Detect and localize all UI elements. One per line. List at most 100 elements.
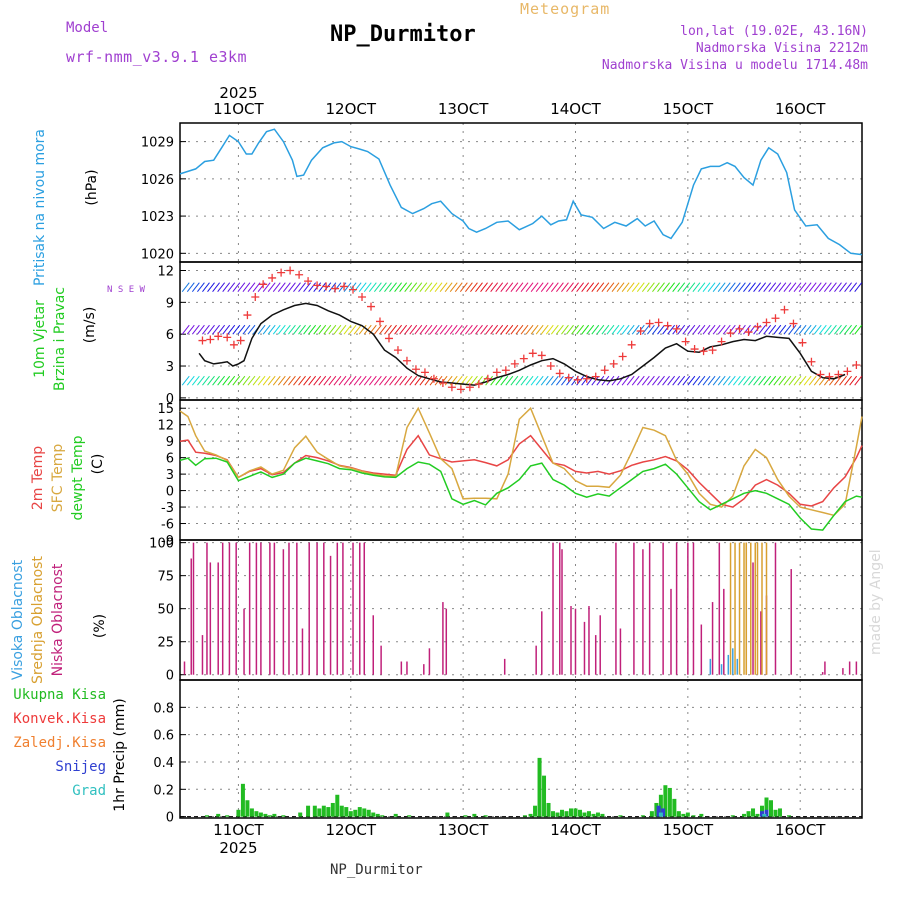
ytick-label-temperature: 9 bbox=[166, 435, 174, 450]
wind-barb bbox=[702, 282, 711, 293]
wind-barb bbox=[237, 375, 246, 386]
wind-gust-point bbox=[313, 281, 322, 290]
wind-barb bbox=[414, 324, 423, 335]
wind-gust-point bbox=[807, 357, 816, 366]
ytick-label-clouds: 100 bbox=[149, 537, 174, 552]
wind-barb bbox=[363, 282, 372, 293]
wind-barb bbox=[520, 282, 529, 293]
precip-bar-snijeg bbox=[760, 811, 765, 817]
wind-barb bbox=[611, 282, 620, 293]
wind-barb bbox=[748, 375, 756, 386]
wind-gust-point bbox=[816, 370, 825, 379]
wind-barb bbox=[722, 282, 731, 293]
wind-barb bbox=[631, 282, 640, 293]
wind-barb bbox=[748, 282, 756, 293]
wind-gust-point bbox=[717, 337, 726, 346]
wind-gust-point bbox=[519, 354, 528, 363]
wind-barb bbox=[652, 324, 660, 335]
precip-legend-item: Snijeg bbox=[55, 759, 106, 775]
xtick-label-bottom: 14OCT bbox=[550, 821, 601, 839]
wind-gust-point bbox=[708, 346, 717, 355]
wind-barb bbox=[444, 324, 453, 335]
wind-gust-point bbox=[277, 268, 286, 277]
wind-barb bbox=[849, 324, 858, 335]
wind-barb bbox=[753, 375, 761, 386]
wind-barb bbox=[475, 324, 483, 335]
precip-bar-ukupna-kisa bbox=[564, 811, 569, 817]
panel-frame-clouds bbox=[179, 539, 863, 681]
wind-barb bbox=[773, 324, 782, 335]
wind-barb bbox=[197, 375, 205, 386]
wind-barb bbox=[262, 282, 271, 293]
precip-ylabel: 1hr Precip (mm) bbox=[112, 698, 128, 811]
ytick-label-precip: 0.2 bbox=[153, 783, 174, 798]
wind-barb bbox=[328, 375, 337, 386]
wind-barb bbox=[566, 324, 574, 335]
wind-barb bbox=[464, 324, 473, 335]
wind-gust-point bbox=[690, 345, 699, 354]
xtick-label-bottom: 12OCT bbox=[326, 821, 377, 839]
wind-barb bbox=[454, 282, 463, 293]
wind-barb bbox=[191, 282, 200, 293]
wind-barb bbox=[561, 282, 569, 293]
wind-barb bbox=[464, 375, 473, 386]
precip-bar-ukupna-kisa bbox=[528, 813, 533, 817]
wind-barb bbox=[181, 282, 190, 293]
ytick-label-pressure: 1020 bbox=[141, 247, 174, 262]
wind-barb bbox=[434, 282, 443, 293]
wind-barb bbox=[288, 282, 296, 293]
wind-barb bbox=[409, 375, 418, 386]
wind-gust-point bbox=[251, 293, 260, 302]
wind-barb bbox=[778, 282, 787, 293]
wind-barb bbox=[823, 375, 832, 386]
wind-barb bbox=[379, 324, 387, 335]
wind-barb bbox=[667, 375, 676, 386]
cloud-yunit: (%) bbox=[92, 614, 108, 638]
precip-bar-ukupna-kisa bbox=[216, 813, 221, 817]
wind-barb bbox=[631, 324, 640, 335]
wind-barb bbox=[707, 282, 716, 293]
wind-barb bbox=[424, 324, 433, 335]
wind-gust-point bbox=[573, 375, 582, 384]
precip-bar-ukupna-kisa bbox=[204, 815, 209, 817]
wind-gust-point bbox=[771, 314, 780, 323]
precip-bar-snijeg bbox=[656, 805, 661, 817]
wind-barb bbox=[272, 375, 281, 386]
precip-bar-ukupna-kisa bbox=[463, 815, 468, 817]
wind-barb bbox=[323, 375, 332, 386]
precip-bar-snijeg bbox=[764, 809, 769, 817]
wind-gust-point bbox=[789, 319, 798, 328]
wind-barb bbox=[252, 375, 261, 386]
wind-barb bbox=[242, 324, 251, 335]
wind-barb bbox=[530, 375, 539, 386]
wind-barb bbox=[793, 282, 802, 293]
wind-barb bbox=[641, 282, 650, 293]
wind-barb bbox=[232, 375, 241, 386]
wind-barb bbox=[217, 282, 226, 293]
precip-bar-ukupna-kisa bbox=[348, 811, 353, 817]
wind-barb bbox=[657, 375, 665, 386]
precip-bar-ukupna-kisa bbox=[591, 813, 596, 817]
wind-barb bbox=[298, 324, 306, 335]
wind-barb bbox=[191, 324, 200, 335]
precip-bar-ukupna-kisa bbox=[321, 805, 326, 817]
wind-barb bbox=[662, 282, 670, 293]
ytick-label-clouds: 25 bbox=[157, 636, 174, 651]
wind-barb bbox=[480, 282, 488, 293]
wind-barb bbox=[798, 324, 807, 335]
wind-barb bbox=[793, 324, 802, 335]
wind-barb bbox=[505, 324, 514, 335]
precip-bar-ukupna-kisa bbox=[760, 805, 765, 817]
wind-gust-point bbox=[564, 373, 573, 382]
wind-barb bbox=[555, 324, 564, 335]
wind-barb bbox=[500, 324, 509, 335]
wind-barb bbox=[687, 375, 696, 386]
wind-barb bbox=[252, 282, 261, 293]
temp-yunit: (C) bbox=[90, 454, 106, 475]
wind-gust-point bbox=[600, 366, 609, 375]
wind-barb bbox=[368, 282, 377, 293]
wind-gust-point bbox=[528, 349, 537, 358]
wind-barb bbox=[414, 282, 423, 293]
wind-barb bbox=[197, 324, 205, 335]
wind-barb bbox=[783, 282, 792, 293]
